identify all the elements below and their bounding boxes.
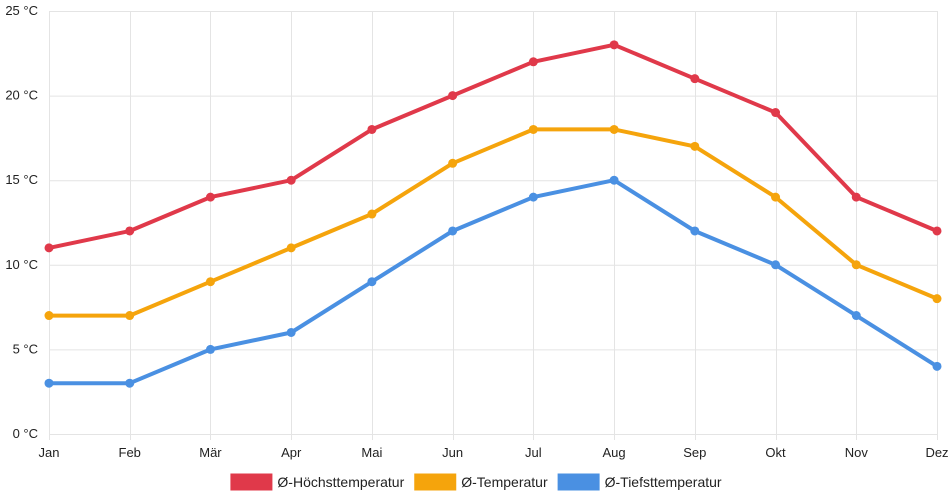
legend-swatch	[230, 473, 273, 491]
data-point[interactable]	[609, 40, 619, 50]
data-point[interactable]	[367, 124, 377, 134]
legend-swatch	[414, 473, 457, 491]
data-point[interactable]	[851, 260, 861, 270]
data-point[interactable]	[932, 226, 942, 236]
data-point[interactable]	[286, 327, 296, 337]
legend-item-1[interactable]: Ø-Höchsttemperatur	[230, 473, 405, 491]
legend-item-2[interactable]: Ø-Temperatur	[414, 473, 548, 491]
data-point[interactable]	[932, 361, 942, 371]
data-point[interactable]	[448, 226, 458, 236]
x-tick-label: Jan	[39, 445, 60, 460]
legend-label: Ø-Temperatur	[461, 474, 548, 490]
data-point[interactable]	[771, 108, 781, 118]
x-tick-label: Aug	[603, 445, 626, 460]
legend-swatch	[557, 473, 600, 491]
data-point[interactable]	[528, 57, 538, 67]
data-point[interactable]	[286, 243, 296, 253]
y-tick-label: 25 °C	[5, 3, 38, 18]
data-point[interactable]	[44, 311, 54, 321]
series-line	[47, 178, 939, 386]
data-point[interactable]	[125, 311, 135, 321]
data-point[interactable]	[367, 209, 377, 219]
series-2	[44, 124, 942, 321]
data-point[interactable]	[771, 260, 781, 270]
data-point[interactable]	[286, 175, 296, 185]
x-tick-label: Dez	[925, 445, 948, 460]
data-point[interactable]	[205, 277, 215, 287]
data-point[interactable]	[609, 124, 619, 134]
data-point[interactable]	[125, 226, 135, 236]
data-point[interactable]	[44, 378, 54, 388]
legend-label: Ø-Tiefsttemperatur	[605, 474, 722, 490]
data-point[interactable]	[448, 91, 458, 101]
data-point[interactable]	[44, 243, 54, 253]
x-axis-ticks: Jan Feb Mär Apr Mai Jun Jul Aug Sep Okt Nov Dez	[39, 445, 949, 460]
y-tick-label: 10 °C	[5, 257, 38, 272]
grid	[49, 11, 938, 440]
y-tick-label: 5 °C	[13, 341, 38, 356]
data-point[interactable]	[125, 378, 135, 388]
y-tick-label: 15 °C	[5, 172, 38, 187]
x-tick-label: Mär	[199, 445, 222, 460]
data-point[interactable]	[932, 294, 942, 304]
series-1	[44, 40, 942, 253]
data-point[interactable]	[690, 141, 700, 151]
legend-label: Ø-Höchsttemperatur	[277, 474, 404, 490]
series	[44, 40, 942, 388]
x-tick-label: Feb	[119, 445, 141, 460]
y-tick-label: 20 °C	[5, 88, 38, 103]
x-tick-label: Nov	[845, 445, 869, 460]
data-point[interactable]	[367, 277, 377, 287]
x-tick-label: Sep	[683, 445, 706, 460]
y-axis-ticks: 0 °C 5 °C 10 °C 15 °C 20 °C 25 °C	[5, 3, 38, 441]
data-point[interactable]	[851, 311, 861, 321]
data-point[interactable]	[690, 226, 700, 236]
x-tick-label: Mai	[361, 445, 382, 460]
data-point[interactable]	[528, 192, 538, 202]
series-line	[47, 42, 939, 250]
series-line	[47, 127, 939, 318]
data-point[interactable]	[448, 158, 458, 168]
legend-item-3[interactable]: Ø-Tiefsttemperatur	[557, 473, 722, 491]
data-point[interactable]	[205, 192, 215, 202]
x-tick-label: Okt	[765, 445, 786, 460]
x-tick-label: Jun	[442, 445, 463, 460]
legend: Ø-Höchsttemperatur Ø-Temperatur Ø-Tiefstte…	[230, 473, 722, 491]
y-tick-label: 0 °C	[13, 426, 38, 441]
series-3	[44, 175, 942, 388]
x-tick-label: Apr	[281, 445, 302, 460]
data-point[interactable]	[690, 74, 700, 84]
data-point[interactable]	[609, 175, 619, 185]
data-point[interactable]	[771, 192, 781, 202]
data-point[interactable]	[528, 124, 538, 134]
data-point[interactable]	[205, 344, 215, 354]
data-point[interactable]	[851, 192, 861, 202]
x-tick-label: Jul	[525, 445, 542, 460]
